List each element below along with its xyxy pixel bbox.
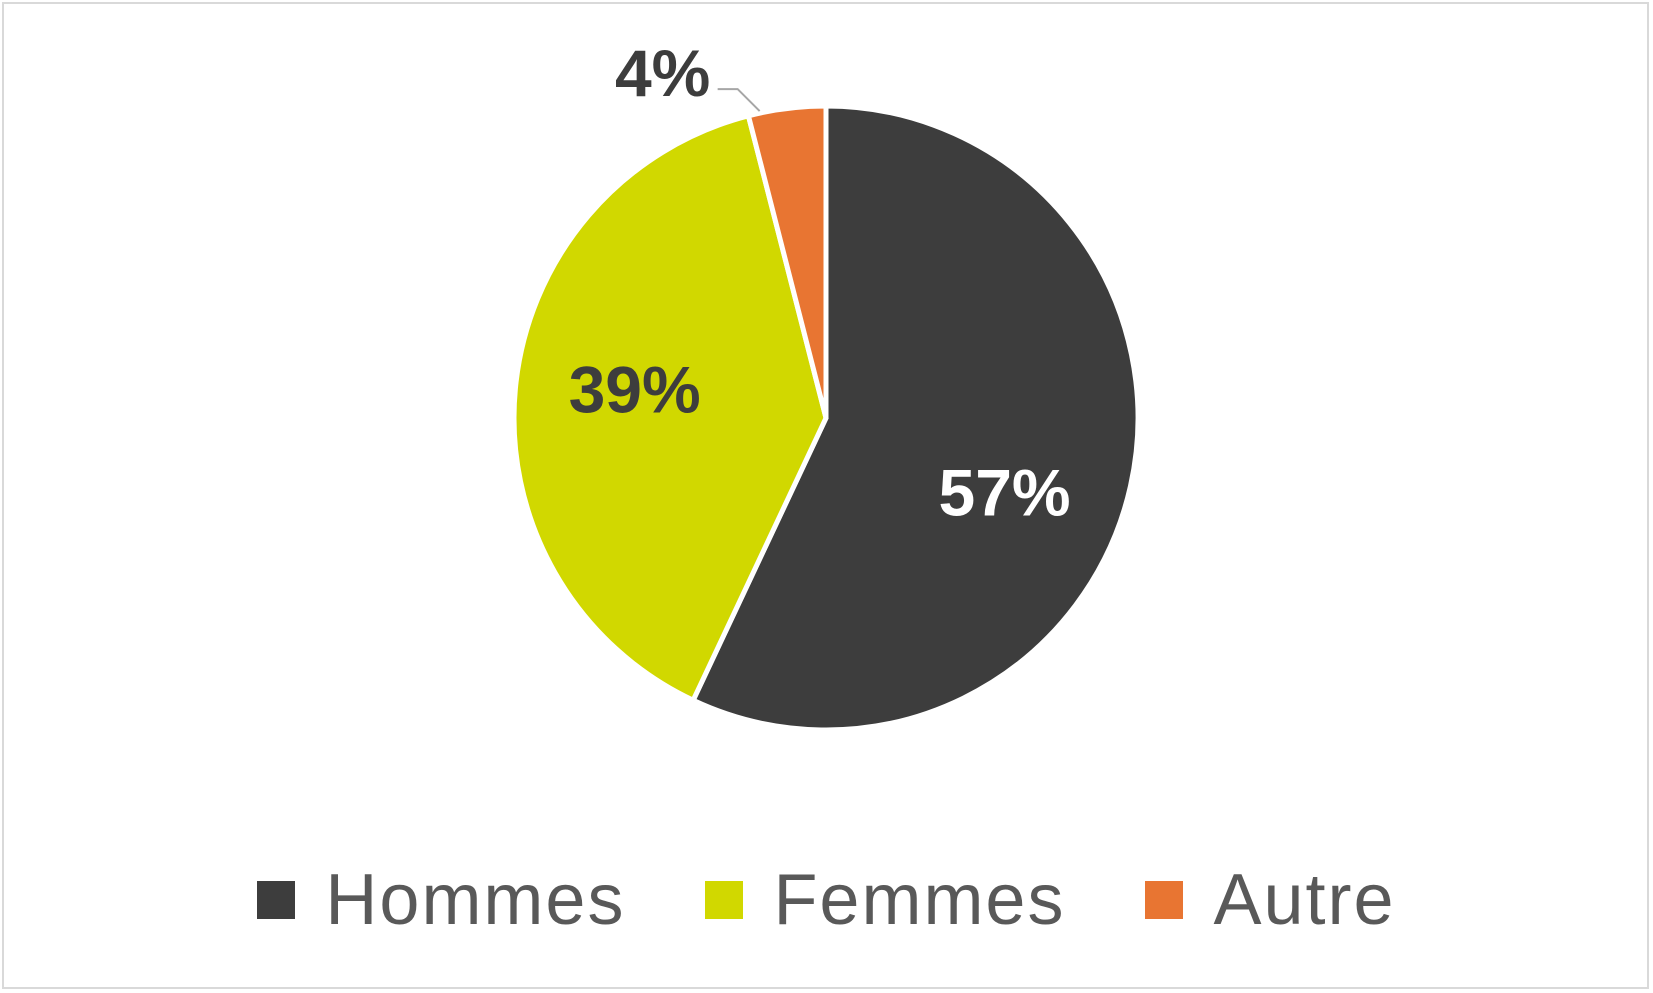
data-label-autre: 4% <box>615 36 710 110</box>
legend-label-autre: Autre <box>1213 860 1396 940</box>
legend-item-hommes: Hommes <box>257 859 625 941</box>
pie-slice-hommes <box>689 103 1141 733</box>
legend-label-femmes: Femmes <box>773 860 1066 940</box>
legend-item-femmes: Femmes <box>705 859 1065 941</box>
legend-swatch-autre <box>1145 881 1184 919</box>
leader-line-autre <box>717 88 761 112</box>
pie-slice-femmes <box>511 112 829 704</box>
legend-swatch-hommes <box>257 881 296 919</box>
pie-slice-autre <box>745 103 829 419</box>
data-label-hommes: 57% <box>939 455 1071 529</box>
pie-data-labels: 57% 39% 4% <box>569 36 1071 529</box>
legend-item-autre: Autre <box>1145 859 1395 941</box>
legend-swatch-femmes <box>705 881 744 919</box>
pie-slices <box>511 103 1141 733</box>
legend-label-hommes: Hommes <box>325 860 626 940</box>
chart-legend: Hommes Femmes Autre <box>0 860 1653 940</box>
data-label-femmes: 39% <box>569 353 701 427</box>
